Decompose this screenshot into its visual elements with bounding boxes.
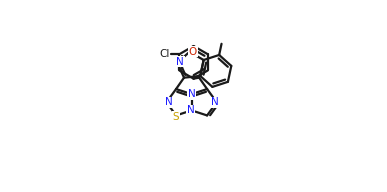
Text: N: N <box>165 97 173 107</box>
Text: N: N <box>211 97 218 107</box>
Text: O: O <box>189 47 197 57</box>
Text: N: N <box>188 89 195 99</box>
Text: S: S <box>173 112 179 122</box>
Text: Cl: Cl <box>159 49 170 59</box>
Text: N: N <box>187 105 195 115</box>
Text: N: N <box>176 57 184 67</box>
